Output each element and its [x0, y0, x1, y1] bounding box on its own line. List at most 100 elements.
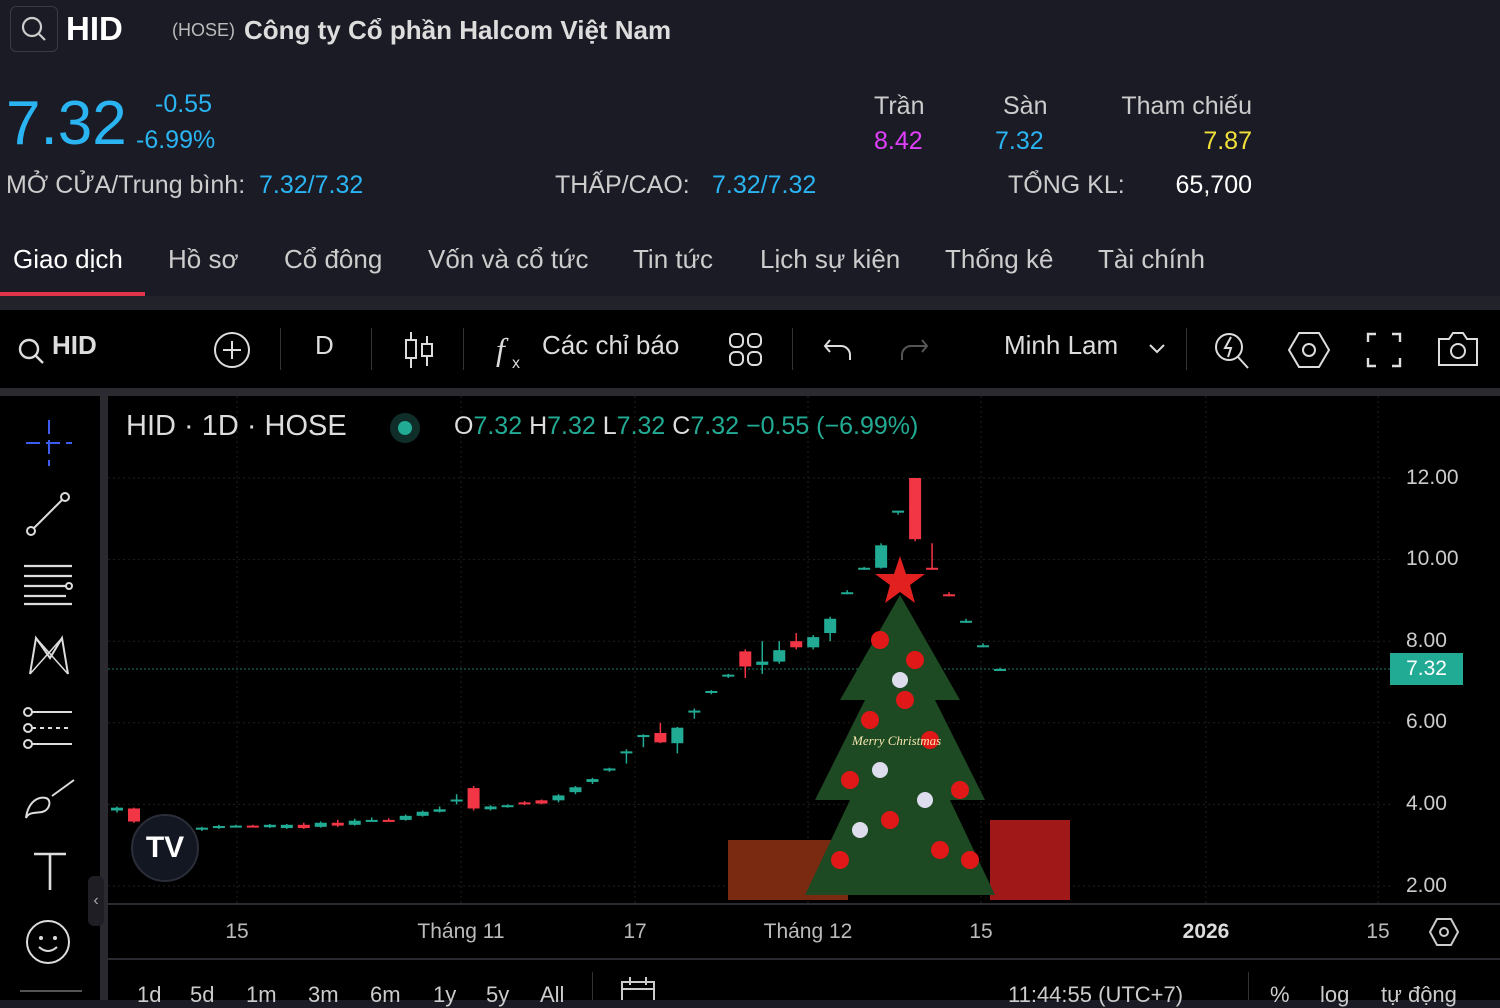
- brush-icon[interactable]: [22, 778, 76, 824]
- pattern-icon[interactable]: [24, 632, 74, 680]
- undo-icon[interactable]: [822, 336, 854, 364]
- candle-body: [535, 800, 548, 804]
- percent-scale-toggle[interactable]: %: [1270, 982, 1290, 1007]
- range-1m[interactable]: 1m: [246, 982, 277, 1007]
- tab-thong-ke[interactable]: Thống kê: [945, 244, 1054, 274]
- divider: [20, 990, 82, 992]
- search-button[interactable]: [10, 6, 58, 52]
- x-tick: Tháng 12: [763, 920, 853, 943]
- drawing-toolbar: [0, 396, 100, 1000]
- candle-body: [586, 779, 599, 782]
- ceiling-value: 8.42: [874, 127, 923, 155]
- candle-body: [569, 787, 582, 793]
- last-price-label: 7.32: [1390, 653, 1463, 685]
- candle-body: [858, 567, 871, 570]
- candle-body: [739, 651, 752, 667]
- y-tick: 10.00: [1406, 547, 1459, 570]
- search-icon[interactable]: [16, 336, 46, 366]
- tradingview-logo[interactable]: TV: [131, 814, 199, 882]
- crosshair-icon[interactable]: [24, 418, 74, 468]
- chevron-down-icon[interactable]: [1148, 342, 1166, 356]
- y-tick: 12.00: [1406, 466, 1459, 489]
- redo-icon[interactable]: [898, 336, 930, 364]
- range-5y[interactable]: 5y: [486, 982, 510, 1007]
- ticker-symbol: HID: [66, 10, 123, 47]
- high-label: H: [529, 412, 548, 440]
- candle-body: [365, 819, 378, 822]
- candle-body: [773, 650, 786, 662]
- candle-body: [960, 620, 973, 623]
- indicators-button[interactable]: Các chỉ báo: [542, 330, 680, 360]
- calendar-icon[interactable]: [620, 976, 656, 1000]
- range-1d[interactable]: 1d: [137, 982, 162, 1007]
- floor-label: Sàn: [1003, 92, 1048, 120]
- log-scale-toggle[interactable]: log: [1320, 982, 1350, 1007]
- divider: [1248, 972, 1249, 1000]
- reference-label: Tham chiếu: [1121, 92, 1252, 120]
- range-5d[interactable]: 5d: [190, 982, 215, 1007]
- range-1y[interactable]: 1y: [433, 982, 457, 1007]
- market-status-indicator: [390, 413, 420, 443]
- low-label: L: [602, 412, 617, 440]
- compare-add-icon[interactable]: [212, 330, 252, 370]
- fib-lines-icon[interactable]: [22, 562, 74, 608]
- tab-tai-chinh[interactable]: Tài chính: [1098, 244, 1205, 274]
- fullscreen-icon[interactable]: [1366, 332, 1402, 368]
- y-tick: 4.00: [1406, 792, 1447, 815]
- tab-tin-tuc[interactable]: Tin tức: [633, 244, 714, 274]
- candle-body: [943, 594, 956, 597]
- candle-body: [246, 825, 259, 828]
- layout-selector[interactable]: Minh Lam: [1004, 330, 1119, 360]
- y-tick: 8.00: [1406, 629, 1447, 652]
- candle-body: [824, 618, 837, 634]
- company-name: Công ty Cổ phần Halcom Việt Nam: [244, 15, 672, 45]
- templates-grid-icon[interactable]: [728, 332, 764, 368]
- emoji-icon[interactable]: [24, 918, 72, 966]
- y-tick: 6.00: [1406, 710, 1447, 733]
- candlestick-type-icon[interactable]: [402, 330, 436, 370]
- quick-search-icon[interactable]: [1212, 330, 1252, 372]
- axis-settings-icon[interactable]: [1428, 917, 1460, 947]
- candle-body: [229, 825, 242, 828]
- forecast-icon[interactable]: [22, 706, 74, 752]
- trend-line-icon[interactable]: [24, 490, 72, 538]
- candle-body: [722, 674, 735, 677]
- text-tool-icon[interactable]: [30, 850, 70, 892]
- active-tab-indicator: [0, 292, 145, 296]
- tab-co-dong[interactable]: Cổ đông: [284, 244, 383, 274]
- interval-button[interactable]: D: [315, 330, 334, 360]
- divider: [108, 903, 1500, 905]
- camera-snapshot-icon[interactable]: [1436, 330, 1480, 368]
- collapse-sidebar-button[interactable]: ‹: [88, 876, 104, 926]
- tab-lich-su-kien[interactable]: Lịch sự kiện: [760, 244, 901, 274]
- candle-body: [501, 805, 514, 808]
- open-avg-label: MỞ CỬA/Trung bình:: [6, 171, 246, 199]
- settings-icon[interactable]: [1287, 330, 1331, 370]
- candle-body: [994, 668, 1006, 671]
- range-all[interactable]: All: [540, 982, 565, 1007]
- candle-body: [314, 822, 327, 827]
- tab-giao-dich[interactable]: Giao dịch: [13, 244, 123, 274]
- svg-text:x: x: [512, 355, 520, 372]
- x-tick: 17: [623, 920, 647, 943]
- candle-body: [518, 802, 531, 805]
- divider: [463, 328, 464, 370]
- range-6m[interactable]: 6m: [370, 982, 401, 1007]
- candle-body: [382, 819, 395, 822]
- volume-label: TỔNG KL:: [1008, 171, 1125, 199]
- candle-body: [909, 478, 922, 540]
- x-tick: 2026: [1182, 920, 1230, 943]
- candle-body: [688, 710, 701, 713]
- divider: [0, 296, 1500, 310]
- divider: [592, 972, 593, 1000]
- low-high-value: 7.32/7.32: [712, 171, 817, 199]
- symbol-search[interactable]: HID: [52, 330, 97, 360]
- tab-ho-so[interactable]: Hồ sơ: [168, 244, 239, 274]
- divider: [371, 328, 372, 370]
- auto-scale-toggle[interactable]: tự động: [1381, 982, 1457, 1007]
- range-3m[interactable]: 3m: [308, 982, 339, 1007]
- tab-von-co-tuc[interactable]: Vốn và cổ tức: [428, 244, 589, 274]
- candle-body: [195, 827, 208, 830]
